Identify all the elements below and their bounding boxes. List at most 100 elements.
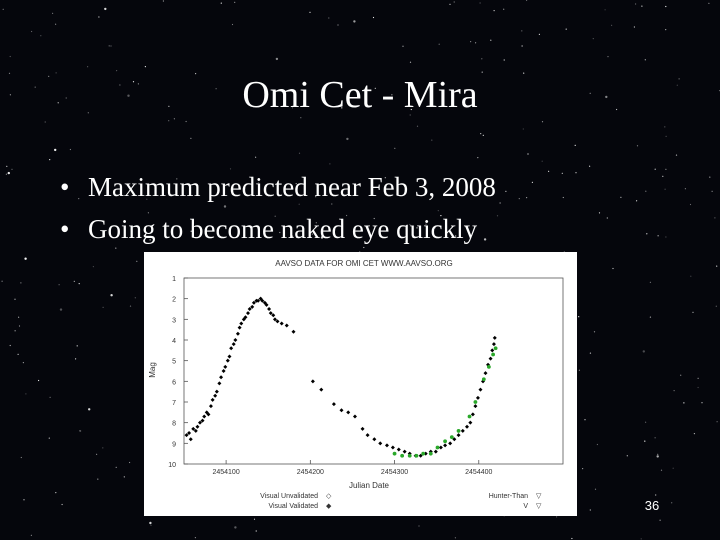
data-point [493,346,498,351]
star [499,202,501,204]
data-point [488,356,493,361]
star [649,281,652,283]
star [331,203,333,205]
star [2,8,4,10]
y-tick-label: 9 [172,441,176,448]
star [467,190,469,192]
star [88,408,91,411]
star [257,228,259,230]
star [526,0,528,1]
star [475,42,477,44]
data-point [319,387,324,392]
data-point [291,329,296,334]
data-point [187,431,192,435]
data-point [310,379,315,384]
data-point [250,304,255,309]
data-point [225,358,230,363]
star [571,537,573,540]
star [87,112,89,114]
star [662,175,664,177]
star [561,172,563,174]
star [481,58,483,60]
bullet-item: • Maximum predicted near Feb 3, 2008 [60,166,496,208]
star [102,306,104,308]
data-point [346,410,351,415]
star [636,145,639,147]
star [48,75,50,77]
star [275,57,279,61]
star [645,190,647,192]
data-point [384,443,389,448]
x-tick-label: 2454100 [212,469,239,476]
star [292,235,294,237]
star [14,298,16,300]
data-point [339,408,344,413]
star [678,78,680,80]
star [715,305,717,307]
data-point [414,453,419,458]
plot-frame [183,277,564,465]
star [716,265,718,267]
legend-label: Visual Validated [268,503,318,510]
data-point [267,307,272,311]
star [620,196,622,198]
star [65,97,67,99]
star [607,56,609,58]
star [437,210,439,212]
star [416,125,419,127]
data-point [492,335,497,340]
star [17,353,19,355]
star [665,168,667,170]
star [229,168,232,170]
star [556,516,558,518]
star [315,196,317,198]
data-point [272,317,277,322]
data-point [213,393,218,398]
star [470,41,472,43]
star [49,159,51,161]
star [562,196,564,199]
star [518,198,520,200]
star [190,230,192,232]
bullet-list: • Maximum predicted near Feb 3, 2008 • Goi… [60,166,496,250]
star [255,156,257,158]
data-point [372,437,377,442]
data-point [421,451,426,456]
star [594,488,597,490]
data-point [229,346,234,351]
star [416,227,418,229]
star [683,402,685,404]
star [711,190,713,192]
y-tick-label: 1 [172,276,176,283]
star [129,461,131,464]
star [649,316,652,318]
star [589,92,591,94]
data-point [407,451,412,456]
star [147,212,149,214]
star [480,133,482,135]
star [708,2,710,4]
star [75,358,77,360]
y-tick-label: 10 [168,462,176,469]
y-axis-label: Mag [148,362,157,378]
star [195,73,197,75]
data-point [460,428,465,433]
star [168,120,170,122]
y-tick-label: 8 [172,421,176,428]
legend-label: V [523,503,528,510]
x-tick-label: 2454300 [381,469,408,476]
star [665,135,667,137]
star [626,455,628,457]
data-point [378,441,383,446]
star [78,283,80,285]
star [374,87,376,89]
star [438,43,440,45]
star [31,30,33,33]
data-point [468,420,473,425]
star [291,107,294,109]
star [146,198,148,200]
data-point [217,381,222,386]
star [76,345,78,347]
data-point [486,364,491,369]
star [295,236,298,238]
